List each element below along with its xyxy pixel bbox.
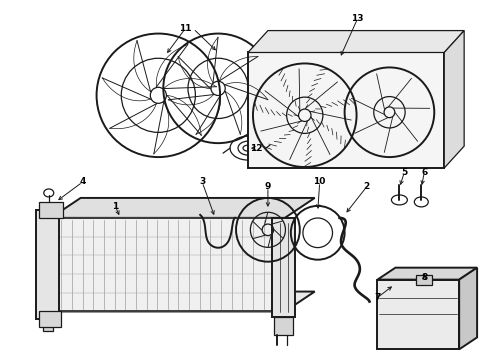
Polygon shape bbox=[377, 280, 459, 349]
Polygon shape bbox=[39, 202, 63, 218]
Polygon shape bbox=[274, 318, 293, 336]
Polygon shape bbox=[248, 31, 464, 53]
Text: 7: 7 bbox=[374, 293, 381, 302]
Polygon shape bbox=[416, 275, 432, 285]
Text: 5: 5 bbox=[401, 167, 408, 176]
Text: 6: 6 bbox=[421, 167, 427, 176]
Text: 1: 1 bbox=[112, 202, 119, 211]
Text: 10: 10 bbox=[314, 177, 326, 186]
Polygon shape bbox=[51, 198, 315, 218]
Polygon shape bbox=[444, 31, 464, 168]
Polygon shape bbox=[39, 311, 61, 328]
Polygon shape bbox=[377, 268, 477, 280]
Text: 11: 11 bbox=[179, 24, 192, 33]
Polygon shape bbox=[51, 218, 285, 311]
Polygon shape bbox=[459, 268, 477, 349]
Polygon shape bbox=[36, 210, 59, 319]
Text: 12: 12 bbox=[250, 144, 262, 153]
Text: 3: 3 bbox=[199, 177, 205, 186]
Text: 13: 13 bbox=[351, 14, 364, 23]
Text: 8: 8 bbox=[421, 273, 427, 282]
Polygon shape bbox=[272, 218, 295, 318]
Text: 2: 2 bbox=[364, 183, 369, 192]
Polygon shape bbox=[51, 292, 315, 311]
Text: 9: 9 bbox=[265, 183, 271, 192]
Polygon shape bbox=[248, 53, 444, 168]
Polygon shape bbox=[43, 319, 53, 332]
Text: 4: 4 bbox=[79, 177, 86, 186]
